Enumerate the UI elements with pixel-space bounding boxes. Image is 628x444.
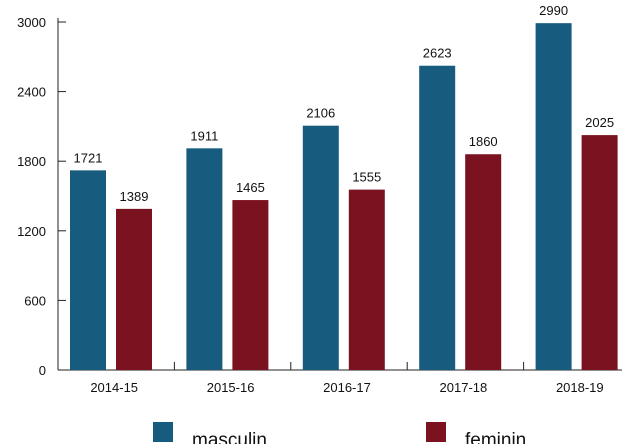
y-axis: 0 600 1200 1800 2400 3000	[17, 15, 66, 378]
bar-masculin	[302, 125, 339, 370]
legend-swatch-masculin	[153, 422, 173, 442]
y-tick-label: 2400	[17, 85, 46, 100]
y-tick-label: 0	[39, 363, 46, 378]
x-tick-label: 2017-18	[440, 380, 488, 395]
data-label-feminin: 1555	[352, 170, 381, 185]
legend: masculin feminin	[153, 422, 526, 444]
data-label-masculin: 1721	[74, 150, 103, 165]
bar-feminin	[232, 200, 269, 370]
data-labels: 1721 1389 1911 1465 2106 1555 2623 1860 2990 2025	[74, 3, 615, 204]
x-tick-label: 2016-17	[323, 380, 371, 395]
bar-feminin	[581, 135, 618, 370]
x-tick-label: 2014-15	[90, 380, 138, 395]
bar-masculin	[535, 23, 572, 370]
y-tick-label: 1800	[17, 154, 46, 169]
x-tick-label: 2015-16	[207, 380, 255, 395]
data-label-feminin: 1389	[120, 189, 149, 204]
x-axis: 2014-15 2015-16 2016-17 2017-18 2018-19	[58, 362, 622, 395]
data-label-feminin: 1860	[469, 134, 498, 149]
legend-swatch-feminin	[426, 422, 446, 442]
bars	[70, 23, 618, 371]
data-label-feminin: 1465	[236, 180, 265, 195]
bar-masculin	[186, 148, 223, 370]
bar-feminin	[116, 208, 152, 370]
y-tick-label: 1200	[17, 224, 46, 239]
data-label-feminin: 2025	[585, 115, 614, 130]
data-label-masculin: 2990	[539, 3, 568, 18]
data-label-masculin: 1911	[190, 128, 218, 143]
bar-feminin	[348, 189, 385, 370]
legend-label-masculin: masculin	[192, 430, 267, 444]
bar-feminin	[465, 154, 502, 370]
bar-masculin	[70, 170, 106, 370]
data-label-masculin: 2106	[306, 106, 335, 121]
bar-masculin	[419, 65, 456, 371]
y-tick-label: 600	[24, 293, 46, 308]
x-tick-label: 2018-19	[556, 380, 604, 395]
data-label-masculin: 2623	[423, 46, 452, 61]
y-tick-label: 3000	[17, 15, 46, 30]
legend-label-feminin: feminin	[465, 430, 526, 444]
